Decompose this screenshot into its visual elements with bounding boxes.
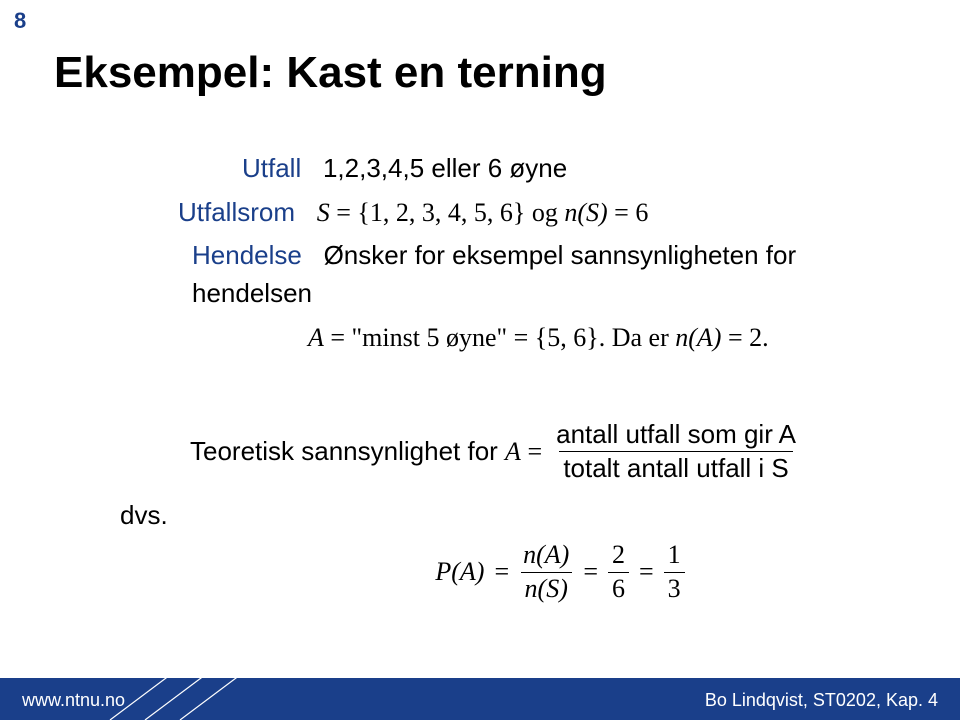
sym-S: S [317, 198, 330, 227]
line-hendelse-2: A = "minst 5 øyne" = {5, 6}. Da er n(A) … [160, 319, 880, 357]
label-utfall: Utfall [242, 153, 301, 183]
text-utfallsrom: S = {1, 2, 3, 4, 5, 6} og n(S) = 6 [317, 198, 649, 227]
theory-frac-den: totalt antall utfall i S [559, 451, 792, 483]
theory-eq: = [521, 437, 542, 466]
theory-A: A [505, 437, 521, 466]
frac-2-6: 2 6 [608, 541, 629, 603]
frac2-num: 2 [608, 541, 629, 572]
sym-PA: P(A) [435, 557, 484, 587]
footer: www.ntnu.no Bo Lindqvist, ST0202, Kap. 4 [0, 678, 960, 720]
eq-sym-1: = [494, 557, 509, 587]
frac-num-text: antall utfall som gir A [556, 419, 796, 449]
sym-nA: n(A) [675, 323, 721, 352]
frac3-den: 3 [664, 572, 685, 604]
slide: 8 Eksempel: Kast en terning Utfall 1,2,3… [0, 0, 960, 720]
frac-nA-nS: n(A) n(S) [519, 541, 573, 603]
page-number: 8 [14, 8, 26, 34]
frac3-num: 1 [664, 541, 685, 572]
lower-block: Teoretisk sannsynlighet for A = antall u… [120, 420, 880, 603]
eq-sym-3: = [639, 557, 654, 587]
nS-val: = 6 [608, 198, 649, 227]
probability-equation: P(A) = n(A) n(S) = 2 6 = 1 3 [240, 541, 880, 603]
line-utfall: Utfall 1,2,3,4,5 eller 6 øyne [160, 150, 880, 188]
eq-sym-2: = [583, 557, 598, 587]
nA-val: = 2. [721, 323, 768, 352]
frac1-num: n(A) [519, 541, 573, 572]
sym-A: A [308, 323, 324, 352]
line-utfallsrom: Utfallsrom S = {1, 2, 3, 4, 5, 6} og n(S… [160, 194, 880, 232]
line-hendelse: Hendelse Ønsker for eksempel sannsynligh… [160, 237, 880, 312]
label-utfallsrom: Utfallsrom [178, 197, 295, 227]
text-utfall: 1,2,3,4,5 eller 6 øyne [323, 153, 567, 183]
footer-credit: Bo Lindqvist, ST0202, Kap. 4 [705, 690, 938, 711]
footer-website: www.ntnu.no [22, 690, 125, 711]
frac-den-text: totalt antall utfall i S [563, 453, 788, 483]
theory-frac-num: antall utfall som gir A [552, 420, 800, 451]
frac1-den: n(S) [521, 572, 572, 604]
label-hendelse: Hendelse [192, 240, 302, 270]
frac2-den: 6 [608, 572, 629, 604]
slide-title: Eksempel: Kast en terning [54, 48, 607, 98]
theory-line: Teoretisk sannsynlighet for A = antall u… [190, 420, 880, 482]
set-text: = {1, 2, 3, 4, 5, 6} og [330, 198, 565, 227]
sym-nS: n(S) [564, 198, 607, 227]
hendelse-eq: = "minst 5 øyne" = {5, 6}. Da er [324, 323, 675, 352]
dvs-label: dvs. [120, 500, 880, 531]
theory-fraction: antall utfall som gir A totalt antall ut… [552, 420, 800, 482]
theory-lead: Teoretisk sannsynlighet for [190, 436, 505, 466]
frac-1-3: 1 3 [664, 541, 685, 603]
body: Utfall 1,2,3,4,5 eller 6 øyne Utfallsrom… [160, 150, 880, 362]
